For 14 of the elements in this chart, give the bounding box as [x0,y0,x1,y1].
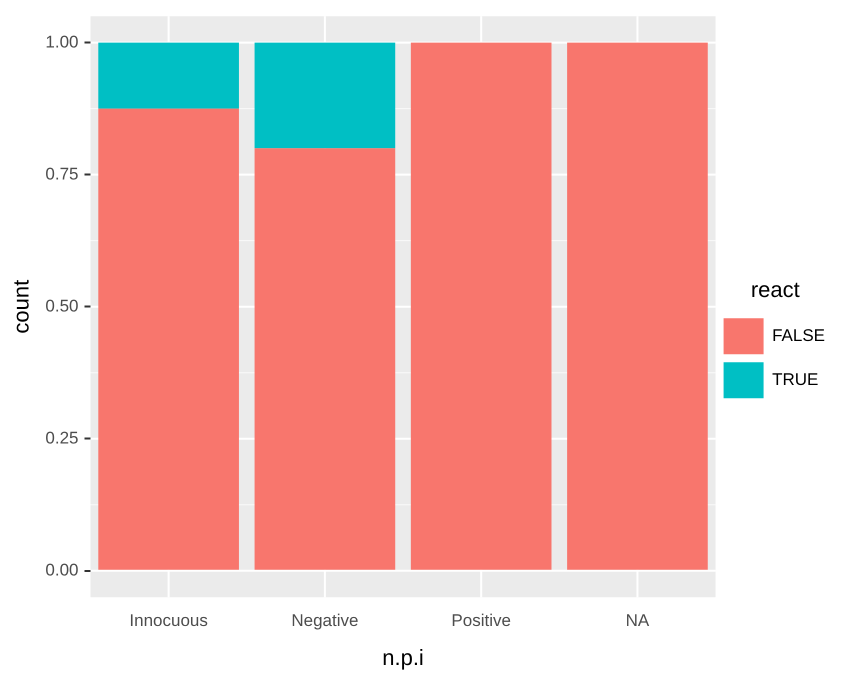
y-tick-label: 0.25 [45,428,78,448]
y-tick-label: 1.00 [45,32,78,52]
x-tick-label: Negative [291,611,358,630]
legend-title: react [750,276,800,302]
y-tick-label: 0.50 [45,296,78,316]
x-axis-title: n.p.i [382,644,424,670]
y-tick-label: 0.75 [45,164,78,184]
x-tick-label: NA [626,611,650,630]
legend-label: TRUE [772,370,818,389]
legend-label: FALSE [772,326,826,345]
y-tick-label: 0.00 [45,560,78,580]
x-tick-label: Innocuous [129,611,208,630]
x-tick-label: Positive [451,611,511,630]
y-axis-title: count [8,280,34,334]
